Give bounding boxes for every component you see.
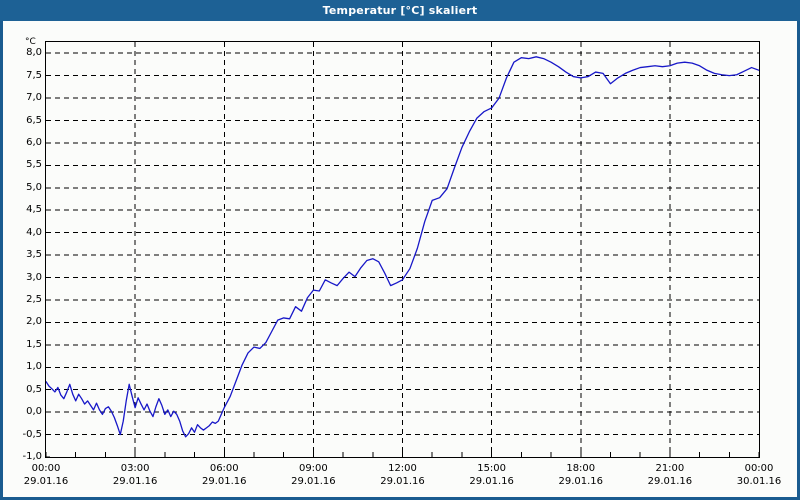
y-axis-tick-label: 4,5 bbox=[26, 204, 42, 216]
temperature-series-line bbox=[46, 56, 759, 438]
x-tick-time: 00:00 bbox=[31, 463, 61, 474]
y-axis-tick-label: 0,0 bbox=[26, 406, 42, 418]
x-axis-tick-label: 15:00 29.01.16 bbox=[447, 462, 537, 488]
plot-area bbox=[45, 41, 760, 458]
y-axis-tick-label: 6,0 bbox=[26, 136, 42, 148]
x-tick-date: 29.01.16 bbox=[112, 476, 158, 487]
x-tick-time: 21:00 bbox=[655, 463, 685, 474]
vertical-gridlines bbox=[134, 42, 671, 457]
x-tick-time: 03:00 bbox=[120, 463, 150, 474]
x-axis-tick-label: 03:00 29.01.16 bbox=[90, 462, 180, 488]
y-axis-tick-label: -1,0 bbox=[22, 451, 42, 462]
y-axis-tick-label: 5,0 bbox=[26, 181, 42, 193]
y-axis-unit-label: °C bbox=[25, 37, 36, 47]
x-axis-tick-label: 00:00 29.01.16 bbox=[1, 462, 91, 488]
y-axis-tick-label: 2,5 bbox=[26, 293, 42, 305]
y-axis-tick-label: 4,0 bbox=[26, 226, 42, 238]
x-tick-date: 29.01.16 bbox=[23, 476, 69, 487]
x-tick-date: 29.01.16 bbox=[469, 476, 514, 487]
chart-svg bbox=[46, 42, 759, 457]
y-axis-tick-label: 5,5 bbox=[26, 159, 42, 171]
x-tick-date: 29.01.16 bbox=[201, 476, 247, 487]
chart-canvas: °C 8,0 7,5 7,0 6,5 6,0 5,5 5,0 4,5 4,0 3,5 3,0 2,5 2… bbox=[3, 21, 797, 497]
x-tick-date: 29.01.16 bbox=[291, 476, 336, 487]
y-axis-tick-label: 8,0 bbox=[26, 47, 42, 59]
page-title: Temperatur [°C] skaliert bbox=[322, 4, 478, 17]
title-bar: Temperatur [°C] skaliert bbox=[0, 0, 800, 21]
x-tick-time: 06:00 bbox=[209, 463, 239, 474]
x-axis-tick-labels: 00:00 29.01.16 03:00 29.01.16 06:00 29.01.16 0… bbox=[3, 462, 797, 496]
x-tick-time: 18:00 bbox=[566, 463, 596, 474]
y-axis-tick-label: 0,5 bbox=[26, 383, 42, 395]
y-axis-tick-label: 7,0 bbox=[26, 92, 42, 104]
x-axis-tick-label: 06:00 29.01.16 bbox=[179, 462, 269, 488]
y-axis-tick-label: 3,5 bbox=[26, 249, 42, 261]
y-axis-tick-label: 2,0 bbox=[26, 316, 42, 328]
x-tick-date: 29.01.16 bbox=[558, 476, 604, 487]
x-tick-date: 29.01.16 bbox=[380, 476, 425, 487]
x-tick-time: 12:00 bbox=[388, 463, 417, 474]
y-axis-tick-label: 6,5 bbox=[26, 114, 42, 126]
x-tick-date: 30.01.16 bbox=[736, 476, 782, 487]
x-tick-time: 15:00 bbox=[477, 463, 507, 474]
y-axis-tick-label: -0,5 bbox=[22, 428, 42, 440]
y-axis-tick-label: 3,0 bbox=[26, 271, 42, 283]
x-tick-time: 00:00 bbox=[744, 463, 774, 474]
y-axis-tick-label: 1,5 bbox=[26, 338, 42, 350]
y-axis-tick-label: 1,0 bbox=[26, 361, 42, 373]
x-tick-time: 09:00 bbox=[298, 463, 328, 474]
x-axis-tick-label: 21:00 29.01.16 bbox=[625, 462, 715, 488]
y-axis-tick-label: 7,5 bbox=[26, 69, 42, 81]
x-axis-tick-label: 00:00 30.01.16 bbox=[714, 462, 800, 488]
minor-ticks bbox=[46, 52, 759, 457]
x-axis-tick-label: 12:00 29.01.16 bbox=[358, 462, 448, 488]
x-tick-date: 29.01.16 bbox=[647, 476, 693, 487]
x-axis-tick-label: 09:00 29.01.16 bbox=[268, 462, 358, 488]
horizontal-gridlines bbox=[46, 52, 759, 436]
y-axis-tick-labels: 8,0 7,5 7,0 6,5 6,0 5,5 5,0 4,5 4,0 3,5 3,0 2,5 2,0 1… bbox=[3, 21, 42, 491]
x-axis-tick-label: 18:00 29.01.16 bbox=[536, 462, 626, 488]
